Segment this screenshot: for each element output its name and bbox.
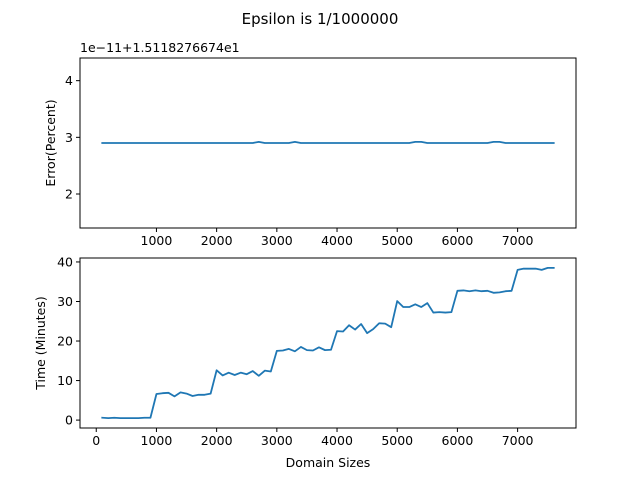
time-y-tick-label: 10 [57, 373, 73, 388]
error-offset-text: 1e−11+1.5118276674e1 [80, 40, 240, 55]
error-x-tick-label: 4000 [321, 233, 353, 248]
error-ticks: 1000 2000 3000 4000 5000 6000 7000 2 3 4 [65, 73, 534, 248]
time-line [101, 266, 555, 420]
time-x-axis-label: Domain Sizes [286, 455, 371, 470]
error-plot-frame [79, 57, 577, 229]
error-x-tick-label: 1000 [141, 233, 173, 248]
error-y-tick-label: 2 [65, 187, 73, 202]
time-ticks: 0 1000 2000 3000 4000 5000 6000 7000 0 10 20 30 40 [57, 254, 533, 448]
error-x-tick-label: 6000 [442, 233, 474, 248]
time-y-axis-label: Time (Minutes) [33, 296, 48, 391]
time-y-tick-label: 40 [57, 254, 73, 269]
error-y-tick-label: 4 [65, 73, 73, 88]
error-y-axis-label: Error(Percent) [43, 99, 58, 186]
figure-title: Epsilon is 1/1000000 [242, 10, 399, 28]
time-x-tick-label: 2000 [201, 433, 233, 448]
error-y-tick-label: 3 [65, 130, 73, 145]
time-axes: 0 1000 2000 3000 4000 5000 6000 7000 0 10 20 30 40 D… [33, 254, 577, 470]
error-x-tick-label: 5000 [381, 233, 413, 248]
error-x-tick-label: 3000 [261, 233, 293, 248]
time-x-tick-label: 6000 [442, 433, 474, 448]
time-x-tick-label: 1000 [141, 433, 173, 448]
time-y-tick-label: 30 [57, 294, 73, 309]
error-x-tick-label: 2000 [201, 233, 233, 248]
time-plot-frame [79, 257, 577, 429]
time-x-tick-label: 5000 [381, 433, 413, 448]
error-line [101, 140, 555, 144]
time-x-tick-label: 3000 [261, 433, 293, 448]
error-axes: 1000 2000 3000 4000 5000 6000 7000 2 3 4 1e−11+1.… [43, 40, 577, 248]
time-x-tick-label: 4000 [321, 433, 353, 448]
time-x-tick-label: 7000 [502, 433, 534, 448]
time-y-tick-label: 20 [57, 334, 73, 349]
time-x-tick-label: 0 [92, 433, 100, 448]
error-x-tick-label: 7000 [502, 233, 534, 248]
time-y-tick-label: 0 [65, 413, 73, 428]
